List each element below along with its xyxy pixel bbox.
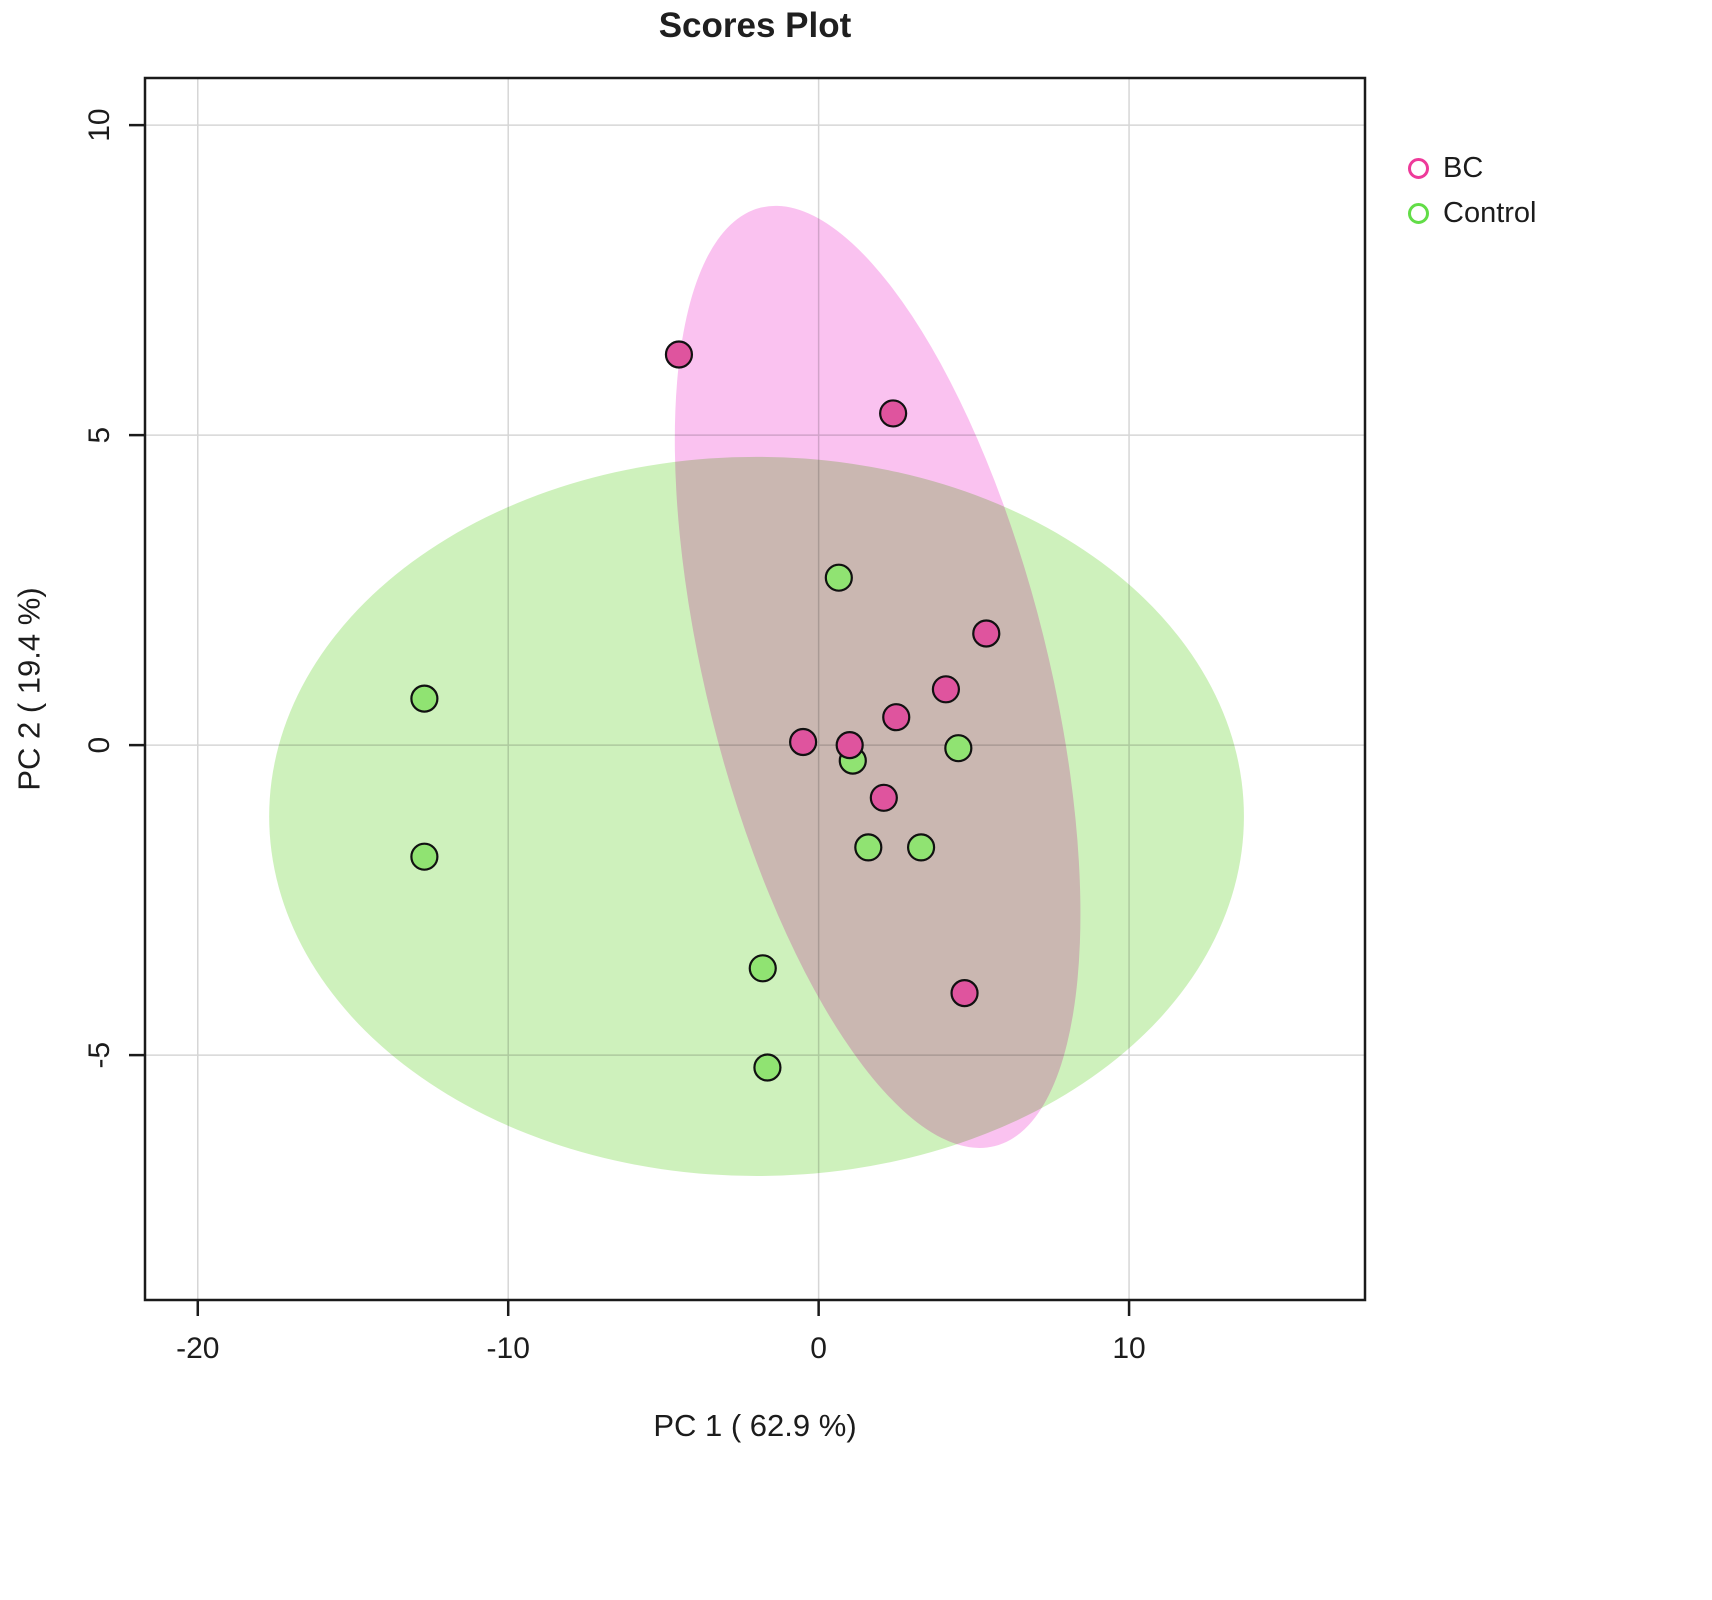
data-point-bc bbox=[664, 340, 694, 369]
y-tick-label: 10 bbox=[83, 108, 116, 141]
legend-label-bc: BC bbox=[1443, 152, 1484, 184]
confidence-ellipse-bc bbox=[674, 205, 1081, 1148]
data-point-bc bbox=[869, 783, 898, 812]
x-tick-label: 10 bbox=[1112, 1332, 1145, 1365]
y-tick-label: 0 bbox=[83, 737, 116, 754]
x-axis-label: PC 1 ( 62.9 %) bbox=[653, 1408, 857, 1443]
y-tick-label: 5 bbox=[83, 427, 116, 444]
x-tick-label: 0 bbox=[810, 1332, 827, 1365]
data-point-control bbox=[944, 734, 973, 763]
control-marker-icon bbox=[1408, 203, 1429, 224]
data-point-control bbox=[824, 563, 853, 592]
legend-label-control: Control bbox=[1443, 197, 1537, 229]
data-point-control bbox=[410, 684, 439, 713]
chart-title: Scores Plot bbox=[658, 6, 852, 45]
data-point-bc bbox=[931, 675, 961, 704]
plot-border bbox=[143, 76, 1367, 1302]
legend-item-control: Control bbox=[1408, 197, 1537, 230]
data-point-control bbox=[906, 833, 936, 862]
data-point-bc bbox=[950, 979, 979, 1008]
data-point-bc bbox=[972, 619, 1001, 648]
data-point-control bbox=[854, 833, 883, 862]
legend-item-bc: BC bbox=[1408, 152, 1537, 185]
bc-marker-icon bbox=[1408, 158, 1429, 179]
data-point-control bbox=[748, 954, 777, 983]
legend: BC Control bbox=[1408, 152, 1537, 230]
data-point-bc bbox=[835, 731, 864, 760]
y-tick-label: -5 bbox=[83, 1042, 116, 1069]
data-point-control bbox=[410, 842, 439, 871]
y-axis-label-container: PC 2 ( 19.4 %) bbox=[0, 78, 60, 1300]
data-point-bc bbox=[789, 727, 818, 757]
data-point-bc bbox=[882, 703, 911, 732]
data-point-control bbox=[753, 1053, 782, 1082]
y-axis-label: PC 2 ( 19.4 %) bbox=[12, 587, 47, 791]
x-tick-label: -10 bbox=[487, 1332, 530, 1365]
x-tick-label: -20 bbox=[176, 1332, 219, 1365]
data-point-bc bbox=[879, 399, 908, 428]
confidence-ellipse-shape bbox=[674, 205, 1081, 1148]
